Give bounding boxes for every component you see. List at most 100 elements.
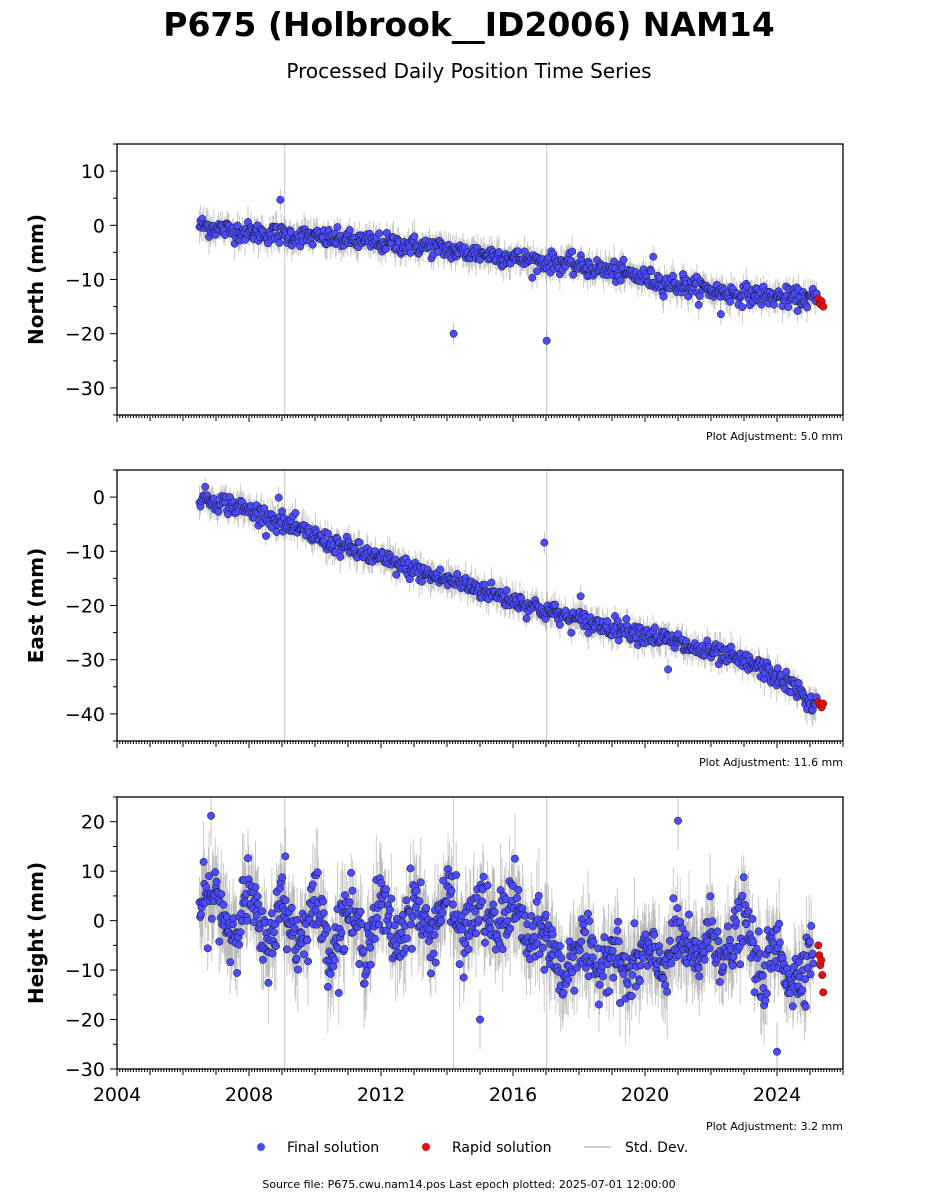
y-tick-label: 0 (93, 215, 105, 237)
final-solution-point (576, 592, 585, 601)
final-solution-point (705, 944, 714, 953)
final-solution-point (362, 967, 371, 976)
final-solution-point (508, 881, 517, 890)
final-solution-point (782, 667, 791, 676)
final-solution-point (274, 493, 283, 502)
final-solution-point (567, 628, 576, 637)
plot-adjustment-label: Plot Adjustment: 5.0 mm (706, 430, 843, 443)
final-solution-point (480, 580, 489, 589)
final-solution-point (407, 920, 416, 929)
final-solution-point (548, 930, 557, 939)
final-solution-point (275, 238, 284, 247)
final-solution-series (195, 195, 821, 345)
final-solution-point (762, 989, 771, 998)
final-solution-point (665, 936, 674, 945)
final-solution-point (211, 868, 220, 877)
chart-title: P675 (Holbrook__ID2006) NAM14 (163, 5, 774, 44)
rapid-solution-point (819, 302, 828, 311)
final-solution-point (429, 949, 438, 958)
final-solution-point (392, 570, 401, 579)
y-tick-label: −20 (65, 324, 105, 346)
final-solution-point (402, 896, 411, 905)
final-solution-point (540, 538, 549, 547)
final-solution-point (674, 951, 683, 960)
final-solution-point (452, 871, 461, 880)
final-solution-point (502, 586, 511, 595)
final-solution-point (729, 952, 738, 961)
final-solution-point (437, 916, 446, 925)
final-solution-point (410, 232, 419, 241)
plot-adjustment-label: Plot Adjustment: 11.6 mm (699, 756, 843, 769)
final-solution-point (669, 272, 677, 280)
final-solution-point (233, 221, 242, 230)
final-solution-point (694, 964, 703, 972)
final-solution-point (290, 923, 299, 932)
final-solution-point (472, 893, 481, 902)
final-solution-point (694, 300, 703, 309)
final-solution-point (557, 954, 566, 963)
final-solution-point (659, 292, 668, 301)
final-solution-point (623, 980, 632, 989)
final-solution-point (348, 886, 357, 895)
final-solution-point (724, 922, 732, 931)
final-solution-point (595, 980, 604, 989)
final-solution-point (272, 942, 280, 951)
final-solution-point (655, 948, 664, 957)
final-solution-point (650, 930, 659, 939)
final-solution-point (449, 329, 458, 338)
final-solution-point (199, 857, 208, 866)
final-solution-point (371, 934, 379, 943)
final-solution-point (215, 937, 224, 946)
final-solution-point (336, 552, 345, 561)
final-solution-point (510, 854, 519, 863)
final-solution-point (674, 630, 682, 639)
final-solution-point (588, 953, 597, 962)
final-solution-point (673, 904, 682, 913)
east-panel: 0 −10 −20 −30 −40 East (mm) Plot Adjustment: 1… (24, 469, 844, 769)
final-solution-point (664, 665, 673, 674)
final-solution-point (641, 930, 650, 939)
plot-marks (195, 470, 828, 741)
final-solution-point (678, 924, 687, 933)
final-solution-point (268, 949, 277, 958)
final-solution-point (706, 892, 715, 901)
final-solution-point (212, 877, 221, 886)
final-solution-point (739, 873, 748, 882)
final-solution-point (636, 961, 645, 970)
final-solution-point (203, 944, 212, 953)
final-solution-point (326, 969, 335, 978)
rapid-solution-point (819, 699, 828, 708)
final-solution-point (474, 915, 483, 924)
y-axis-label: East (mm) (24, 548, 48, 664)
final-solution-point (594, 1000, 603, 1009)
final-solution-point (605, 987, 614, 996)
final-solution-point (292, 954, 301, 963)
y-tick-label: −40 (65, 704, 105, 726)
final-solution-point (323, 925, 332, 934)
final-solution-point (713, 927, 722, 936)
final-solution-point (258, 907, 267, 916)
final-solution-point (355, 960, 364, 968)
final-solution-point (575, 946, 584, 955)
y-tick-label: −10 (65, 270, 105, 292)
final-solution-point (728, 961, 737, 970)
final-solution-point (616, 276, 625, 285)
final-solution-point (584, 909, 592, 918)
final-solution-point (269, 928, 278, 937)
final-solution-point (695, 972, 704, 981)
final-solution-point (278, 873, 287, 882)
final-solution-point (406, 248, 415, 257)
final-solution-point (483, 881, 492, 890)
final-solution-point (784, 303, 793, 311)
final-solution-point (506, 924, 515, 933)
final-solution-point (287, 903, 296, 912)
final-solution-point (732, 917, 741, 926)
final-solution-point (333, 223, 342, 232)
final-solution-point (738, 303, 747, 312)
final-solution-point (479, 872, 488, 881)
final-solution-point (514, 886, 523, 894)
final-solution-point (754, 927, 763, 936)
final-solution-point (603, 617, 612, 626)
